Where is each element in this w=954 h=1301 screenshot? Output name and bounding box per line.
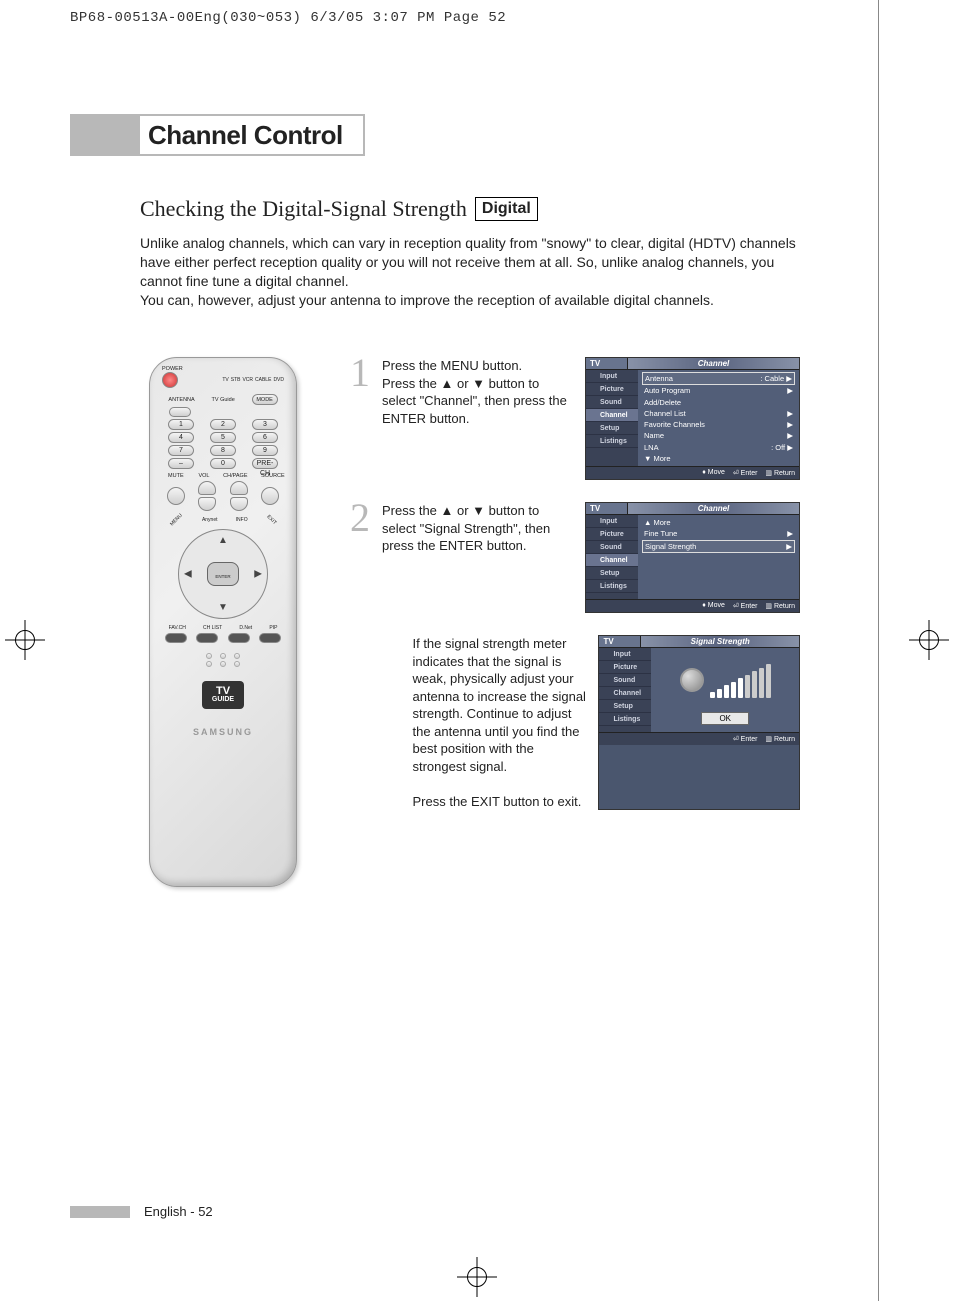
remote-power-label: POWER — [162, 366, 183, 372]
registration-mark-bottom — [457, 1257, 497, 1297]
section-header: Channel Control — [70, 114, 365, 156]
osd-sidebar: InputPictureSoundChannelSetupListings — [586, 370, 638, 466]
osd-tv-label: TV — [586, 358, 628, 369]
remote-key-3: 3 — [252, 419, 278, 430]
step-2-text: Press the ▲ or ▼ button to select "Signa… — [382, 502, 572, 613]
osd-side-picture: Picture — [599, 661, 651, 674]
ok-button: OK — [701, 712, 749, 725]
osd-side-picture: Picture — [586, 528, 638, 541]
remote-key-6: 6 — [252, 432, 278, 443]
tvguide-logo: TVGUIDE — [202, 681, 244, 709]
remote-source-btn — [261, 487, 279, 505]
osd-channel-menu-1: TV Channel InputPictureSoundChannelSetup… — [585, 357, 800, 480]
signal-meter — [655, 650, 795, 710]
remote-mode-labels: TV STB VCR CABLE DVD — [222, 377, 284, 383]
remote-illustration: POWER TV STB VCR CABLE DVD ANTENNA TV Gu… — [149, 357, 297, 887]
page-footer: English - 52 — [70, 1204, 213, 1219]
step-3-text: If the signal strength meter indicates t… — [412, 635, 590, 810]
remote-key-PRE-CH: PRE-CH — [252, 458, 278, 469]
remote-key-8: 8 — [210, 445, 236, 456]
osd-side-listings: Listings — [599, 713, 651, 726]
remote-power-btn — [162, 372, 178, 388]
remote-key-1: 1 — [168, 419, 194, 430]
signal-bars — [710, 662, 771, 698]
step-1-text: Press the MENU button. Press the ▲ or ▼ … — [382, 357, 572, 480]
step-3: If the signal strength meter indicates t… — [350, 635, 800, 810]
remote-key-5: 5 — [210, 432, 236, 443]
intro-paragraph: Unlike analog channels, which can vary i… — [140, 234, 820, 310]
osd-side-setup: Setup — [586, 567, 638, 580]
registration-mark-left — [5, 620, 45, 660]
step-1-num: 1 — [350, 357, 374, 480]
footer-text: English - 52 — [144, 1204, 213, 1219]
samsung-logo: SAMSUNG — [160, 727, 286, 737]
intro-line-2: You can, however, adjust your antenna to… — [140, 291, 820, 310]
footer-bar — [70, 1206, 130, 1218]
osd-channel-menu-2: TV Channel InputPictureSoundChannelSetup… — [585, 502, 800, 613]
osd-footer: ♦ Move⏎ Enter▥ Return — [586, 466, 799, 479]
crop-line-right — [878, 0, 879, 1301]
osd-side-setup: Setup — [586, 422, 638, 435]
osd-side-listings: Listings — [586, 435, 638, 448]
osd-side-input: Input — [586, 370, 638, 383]
section-header-bar — [70, 114, 140, 156]
osd-side-sound: Sound — [586, 396, 638, 409]
registration-mark-right — [909, 620, 949, 660]
remote-key-9: 9 — [252, 445, 278, 456]
remote-numpad: 1 2 3 4 5 6 7 8 9 – 0 PRE-CH — [160, 419, 286, 469]
osd-side-channel: Channel — [586, 554, 638, 567]
remote-enter: ENTER — [207, 562, 239, 586]
osd-side-channel: Channel — [586, 409, 638, 422]
remote-mode-btn: MODE — [252, 394, 278, 405]
osd-side-setup: Setup — [599, 700, 651, 713]
osd-side-channel: Channel — [599, 687, 651, 700]
step-2: 2 Press the ▲ or ▼ button to select "Sig… — [350, 502, 800, 613]
subtitle-text: Checking the Digital-Signal Strength — [140, 196, 467, 222]
osd-title: Channel — [628, 358, 799, 369]
intro-line-1: Unlike analog channels, which can vary i… — [140, 234, 820, 291]
remote-key-4: 4 — [168, 432, 194, 443]
osd-side-sound: Sound — [586, 541, 638, 554]
print-header-text: BP68-00513A-00Eng(030~053) 6/3/05 3:07 P… — [70, 10, 506, 26]
page-subtitle: Checking the Digital-Signal Strength Dig… — [140, 196, 538, 222]
osd-signal-strength: TV Signal Strength InputPictureSoundChan… — [598, 635, 800, 810]
osd-side-input: Input — [599, 648, 651, 661]
osd-side-input: Input — [586, 515, 638, 528]
remote-key-2: 2 — [210, 419, 236, 430]
section-title-text: Channel Control — [140, 114, 365, 156]
remote-key-0: 0 — [210, 458, 236, 469]
digital-tag: Digital — [475, 197, 538, 221]
dish-icon — [680, 668, 704, 692]
osd-side-picture: Picture — [586, 383, 638, 396]
remote-dpad: ENTER ▲ ▼ ◀ ▶ — [178, 529, 268, 619]
remote-key-7: 7 — [168, 445, 194, 456]
step-1: 1 Press the MENU button. Press the ▲ or … — [350, 357, 800, 480]
osd-main: Antenna: Cable ▶Auto Program ▶Add/Delete… — [638, 370, 799, 466]
steps-container: 1 Press the MENU button. Press the ▲ or … — [350, 357, 800, 832]
remote-mute-btn — [167, 487, 185, 505]
osd-side-sound: Sound — [599, 674, 651, 687]
osd-side-listings: Listings — [586, 580, 638, 593]
print-header: BP68-00513A-00Eng(030~053) 6/3/05 3:07 P… — [70, 10, 506, 26]
remote-key-–: – — [168, 458, 194, 469]
step-2-num: 2 — [350, 502, 374, 613]
